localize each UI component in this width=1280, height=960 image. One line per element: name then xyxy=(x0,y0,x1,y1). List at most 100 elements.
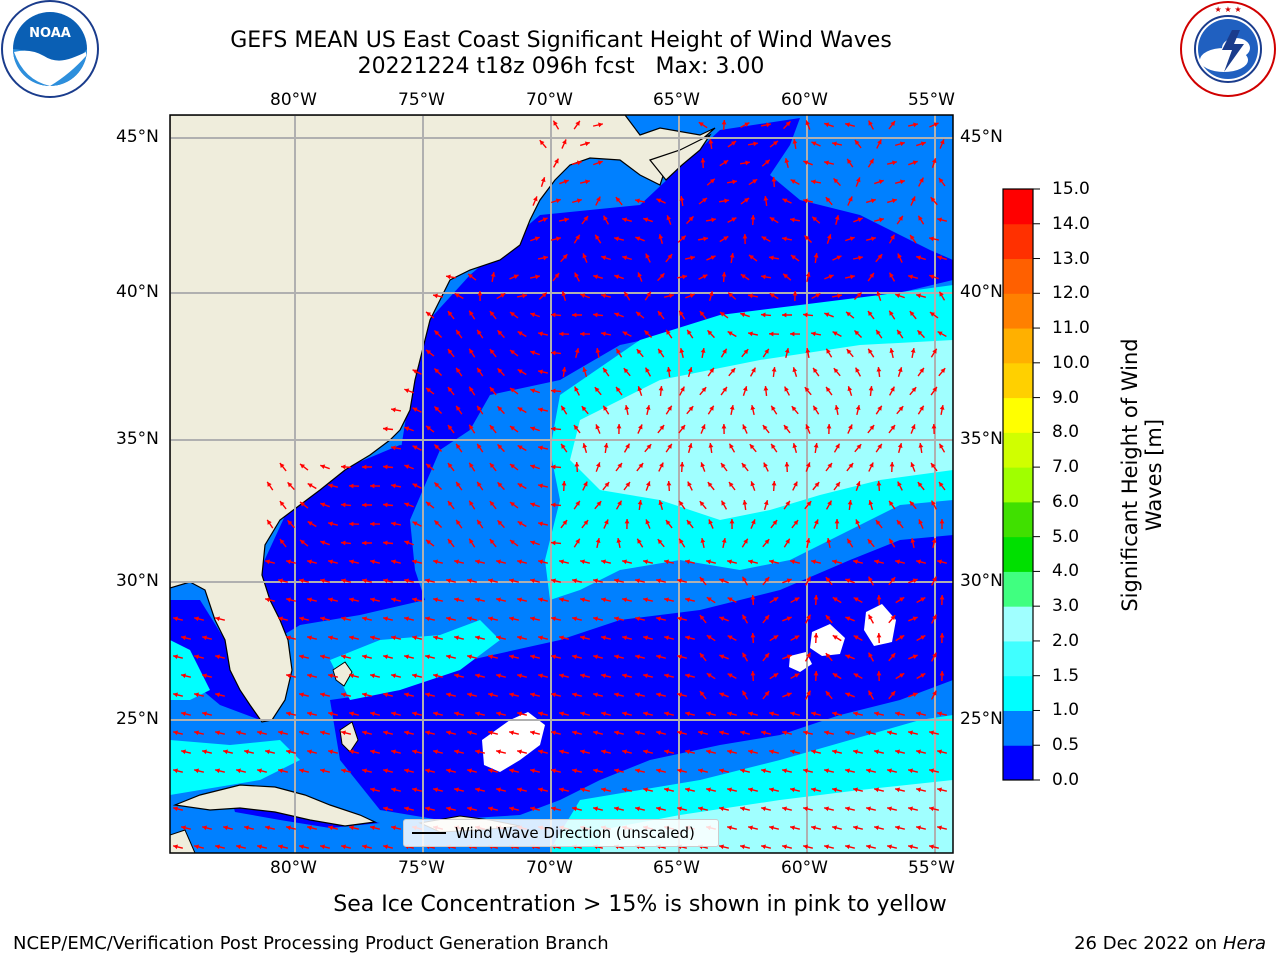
wind-arrow xyxy=(676,768,688,774)
wind-arrow xyxy=(623,367,631,377)
wind-arrow xyxy=(895,596,905,604)
wind-arrow xyxy=(644,291,652,301)
wind-arrow xyxy=(537,483,549,489)
wind-arrow xyxy=(666,480,672,492)
wind-arrow xyxy=(516,787,528,793)
wind-arrow xyxy=(909,500,917,510)
lat-label-left: 30°N xyxy=(116,571,159,591)
wind-arrow xyxy=(340,768,352,774)
wind-arrow xyxy=(762,614,770,624)
wind-arrow xyxy=(558,331,570,337)
wind-arrow xyxy=(855,177,861,187)
wind-arrow xyxy=(729,252,735,264)
wind-arrow xyxy=(489,462,497,472)
wind-arrow xyxy=(845,692,855,698)
wind-arrow xyxy=(361,540,373,546)
wind-arrow xyxy=(747,141,759,147)
wind-arrow xyxy=(846,348,854,358)
wind-arrow xyxy=(888,500,896,510)
wind-arrow xyxy=(621,635,633,641)
wind-arrow xyxy=(721,271,727,283)
wind-arrow xyxy=(802,730,814,736)
wind-arrow xyxy=(489,538,497,548)
wind-arrow xyxy=(909,234,917,244)
wind-arrow xyxy=(348,521,360,527)
wind-arrow xyxy=(699,690,707,700)
wind-arrow xyxy=(580,293,590,299)
wind-arrow xyxy=(855,481,861,491)
wind-arrow xyxy=(560,443,568,453)
wind-arrow xyxy=(382,464,394,470)
wind-arrow xyxy=(425,387,435,395)
wind-arrow xyxy=(552,272,560,282)
colorbar-tick-label: 6.0 xyxy=(1052,491,1080,512)
wind-arrow xyxy=(791,405,799,415)
wind-arrow xyxy=(327,711,339,717)
wind-arrow xyxy=(895,634,905,642)
wind-arrow xyxy=(382,692,394,698)
wind-arrow xyxy=(810,711,822,717)
wind-arrow xyxy=(771,176,777,188)
wind-arrow xyxy=(679,347,685,359)
wind-arrow xyxy=(264,749,276,755)
wind-arrow xyxy=(277,578,289,584)
map-fields xyxy=(170,115,953,853)
wind-arrow xyxy=(938,443,946,453)
lon-label-bottom: 65°W xyxy=(653,858,700,878)
wind-arrow xyxy=(810,331,822,337)
wind-arrow xyxy=(529,616,541,622)
wind-arrow xyxy=(868,500,874,510)
wind-arrow xyxy=(634,692,646,698)
wind-arrow xyxy=(348,483,360,489)
wind-arrow xyxy=(447,386,455,396)
wind-arrow xyxy=(844,274,856,280)
wind-arrow xyxy=(719,692,729,698)
wind-arrow xyxy=(804,614,812,624)
wind-arrow xyxy=(558,749,570,755)
wind-arrow xyxy=(708,519,714,529)
wind-arrow xyxy=(487,654,499,660)
wind-arrow xyxy=(805,537,811,549)
colorbar-segment xyxy=(1003,258,1033,294)
wind-arrow xyxy=(537,711,549,717)
wind-arrow xyxy=(550,388,562,394)
wind-arrow xyxy=(637,499,643,511)
colorbar-tick-label: 5.0 xyxy=(1052,526,1080,547)
wind-arrow xyxy=(728,367,736,377)
wind-arrow xyxy=(855,519,861,529)
wind-arrow xyxy=(789,559,801,565)
wind-arrow xyxy=(550,540,562,546)
wind-arrow xyxy=(739,768,751,774)
wind-arrow xyxy=(445,654,457,660)
wind-arrow xyxy=(706,634,716,642)
wind-arrow xyxy=(634,730,646,736)
wind-arrow xyxy=(930,462,938,472)
wind-arrow xyxy=(285,673,297,679)
wind-arrow xyxy=(706,178,716,186)
wind-arrow xyxy=(621,749,633,755)
wind-arrow xyxy=(404,426,414,432)
colorbar-label-line2: Waves [m] xyxy=(1142,418,1166,532)
wind-arrow xyxy=(550,654,562,660)
wave-zone-high-central xyxy=(570,340,953,520)
wind-arrow xyxy=(642,597,654,603)
wind-arrow xyxy=(726,787,738,793)
wind-arrow xyxy=(403,578,415,584)
wind-arrow xyxy=(571,654,583,660)
wind-arrow xyxy=(760,312,772,318)
wind-arrow xyxy=(844,806,856,812)
wind-arrow xyxy=(845,236,855,242)
wind-arrow xyxy=(579,711,591,717)
wind-arrow xyxy=(915,293,927,299)
wind-arrow xyxy=(550,730,562,736)
wind-arrow xyxy=(447,424,455,434)
wind-arrow xyxy=(768,825,780,831)
wind-arrow xyxy=(621,217,633,223)
wind-arrow xyxy=(340,578,352,584)
wind-arrow xyxy=(529,730,541,736)
wind-arrow xyxy=(762,652,770,662)
wind-arrow xyxy=(487,806,499,812)
wind-arrow xyxy=(468,538,476,548)
wind-arrow xyxy=(573,234,581,244)
wind-arrow xyxy=(453,787,465,793)
